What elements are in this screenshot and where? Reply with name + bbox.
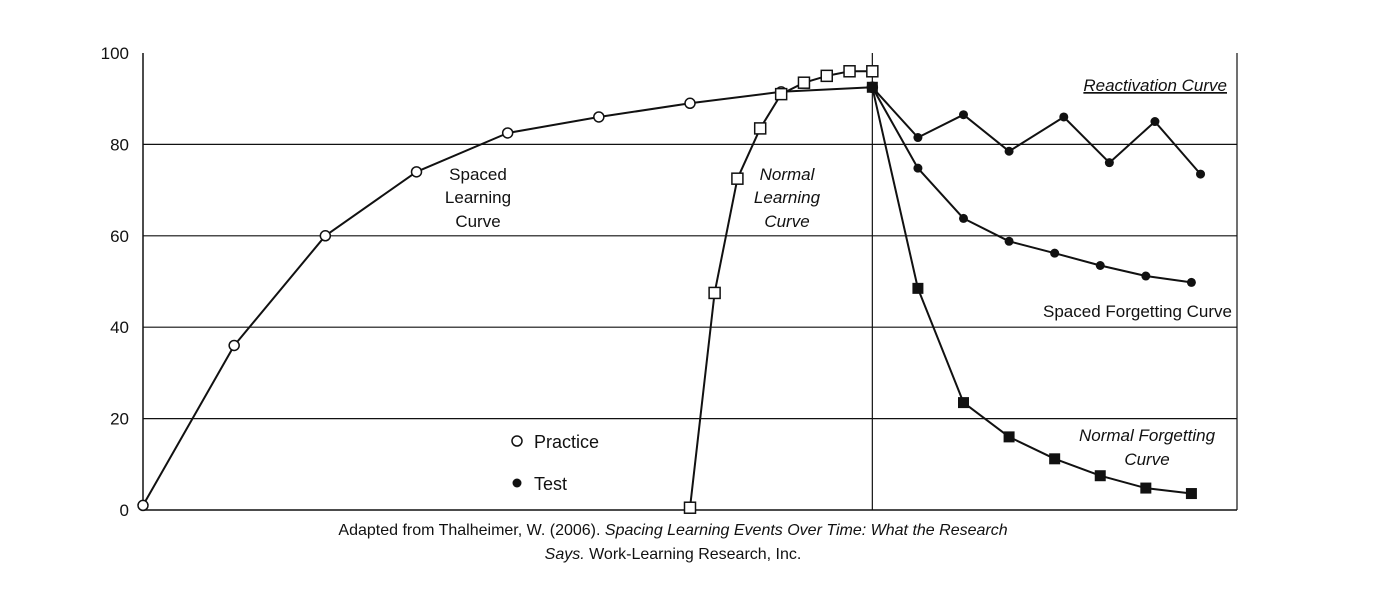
- annotations: Spaced Learning Curve Normal Learning Cu…: [445, 76, 1232, 469]
- data-point-reactivation-2: [959, 110, 968, 120]
- data-point-spaced_forgetting-1: [913, 163, 923, 173]
- series-line-normal_forgetting: [871, 87, 1192, 495]
- reactivation-curve-label: Reactivation Curve: [1083, 76, 1227, 95]
- normal-learning-label-line2: Learning: [754, 188, 821, 207]
- data-point-normal_forgetting-6: [1140, 482, 1152, 494]
- normal-forgetting-label-line1: Normal Forgetting: [1079, 426, 1216, 445]
- data-point-spaced_forgetting-7: [1186, 277, 1196, 287]
- y-tick-label-80: 80: [110, 135, 129, 154]
- legend-test-marker: [512, 478, 522, 488]
- y-tick-label-60: 60: [110, 227, 129, 246]
- data-point-normal_forgetting-7: [1185, 488, 1197, 500]
- normal-learning-label-line1: Normal: [760, 165, 816, 184]
- data-point-normal_learning-0: [683, 501, 697, 514]
- data-point-normal_forgetting-0: [866, 81, 878, 93]
- data-point-normal_forgetting-4: [1049, 453, 1061, 465]
- data-point-normal_forgetting-5: [1094, 470, 1106, 482]
- data-point-reactivation-5: [1104, 158, 1114, 168]
- data-point-spaced_learning-0: [137, 499, 149, 512]
- data-point-normal_learning-6: [820, 69, 833, 83]
- y-tick-label-20: 20: [110, 410, 129, 429]
- caption-line2-normal: Work-Learning Research, Inc.: [585, 546, 802, 563]
- data-point-normal_learning-2: [731, 172, 744, 185]
- legend-practice-label: Practice: [534, 432, 599, 452]
- caption-line2-italic: Says.: [545, 546, 585, 563]
- legend: Practice Test: [511, 432, 599, 494]
- legend-test-label: Test: [534, 474, 567, 494]
- normal-learning-label-line3: Curve: [764, 212, 809, 231]
- y-tick-label-40: 40: [110, 318, 129, 337]
- data-point-normal_learning-8: [866, 65, 879, 78]
- data-point-normal_learning-1: [708, 286, 721, 300]
- data-point-spaced_learning-4: [501, 127, 514, 139]
- spaced-learning-label-line2: Learning: [445, 188, 511, 207]
- caption-line1-normal: Adapted from Thalheimer, W. (2006).: [338, 522, 605, 539]
- series-layer: [137, 65, 1206, 514]
- caption-line2: Says. Work-Learning Research, Inc.: [545, 546, 802, 563]
- data-point-normal_learning-3: [753, 122, 767, 135]
- data-point-spaced_forgetting-6: [1141, 271, 1151, 281]
- series-line-reactivation: [871, 86, 1202, 175]
- caption-line1-italic: Spacing Learning Events Over Time: What …: [605, 522, 1008, 539]
- data-point-spaced_learning-6: [684, 97, 696, 110]
- data-point-spaced_learning-1: [228, 339, 240, 352]
- data-point-spaced_forgetting-3: [1004, 236, 1014, 246]
- data-point-normal_forgetting-2: [958, 397, 969, 409]
- series-line-spaced_learning: [142, 86, 873, 506]
- caption: Adapted from Thalheimer, W. (2006). Spac…: [338, 522, 1007, 563]
- caption-line1: Adapted from Thalheimer, W. (2006). Spac…: [338, 522, 1007, 539]
- normal-forgetting-label-line2: Curve: [1124, 450, 1169, 469]
- series-normal_forgetting: [866, 81, 1197, 500]
- spaced-forgetting-curve-label: Spaced Forgetting Curve: [1043, 302, 1232, 321]
- series-line-spaced_forgetting: [871, 86, 1192, 284]
- data-point-spaced_forgetting-5: [1095, 261, 1105, 271]
- spaced-learning-label-line1: Spaced: [449, 165, 507, 184]
- spaced-learning-label-line3: Curve: [455, 212, 500, 231]
- series-normal_learning: [683, 65, 879, 514]
- series-spaced_forgetting: [867, 82, 1196, 287]
- legend-practice-marker: [511, 435, 523, 447]
- data-point-reactivation-4: [1059, 112, 1069, 122]
- data-point-normal_learning-4: [774, 87, 788, 101]
- data-point-reactivation-1: [913, 133, 923, 143]
- data-point-normal_learning-7: [843, 65, 856, 78]
- series-spaced_learning: [137, 81, 879, 512]
- data-point-reactivation-3: [1004, 146, 1014, 156]
- data-point-spaced_learning-5: [593, 111, 605, 123]
- data-point-spaced_learning-2: [319, 230, 332, 242]
- data-point-spaced_forgetting-2: [959, 213, 968, 223]
- data-point-normal_forgetting-3: [1003, 431, 1015, 443]
- data-point-spaced_forgetting-4: [1050, 248, 1060, 258]
- axis-layer: 0 20 40 60 80 100: [101, 44, 1238, 520]
- data-point-normal_learning-5: [797, 76, 811, 89]
- data-point-reactivation-6: [1150, 117, 1160, 127]
- y-tick-label-100: 100: [101, 44, 129, 63]
- data-point-spaced_learning-3: [410, 166, 423, 178]
- grid-layer: [143, 143, 1237, 420]
- data-point-normal_forgetting-1: [912, 282, 924, 294]
- data-point-reactivation-7: [1196, 169, 1206, 179]
- y-tick-label-0: 0: [120, 501, 129, 520]
